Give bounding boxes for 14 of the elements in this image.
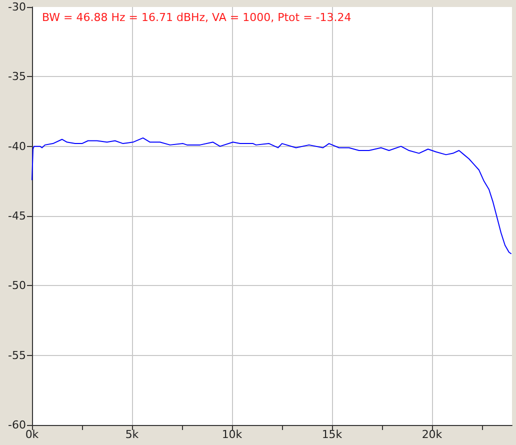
y-tick-label: -45 [8,210,26,222]
annotation: BW = 46.88 Hz = 16.71 dBHz, VA = 1000, Ptot = -13.24 [42,11,352,24]
x-tick-label: 0k [25,428,40,441]
x-tick-label: 15k [322,428,343,441]
y-tick-label: -30 [8,0,26,14]
x-tick-label: 10k [222,428,243,441]
y-tick-label: -55 [8,348,26,362]
x-tick-label: 5k [125,428,140,441]
y-tick-label: -40 [8,140,26,153]
line-series [32,137,512,254]
x-tick-label: 20k [422,428,443,441]
y-tick-label: -35 [8,70,26,84]
y-tick-label: -60 [8,418,26,432]
y-tick-label: -50 [8,279,26,292]
